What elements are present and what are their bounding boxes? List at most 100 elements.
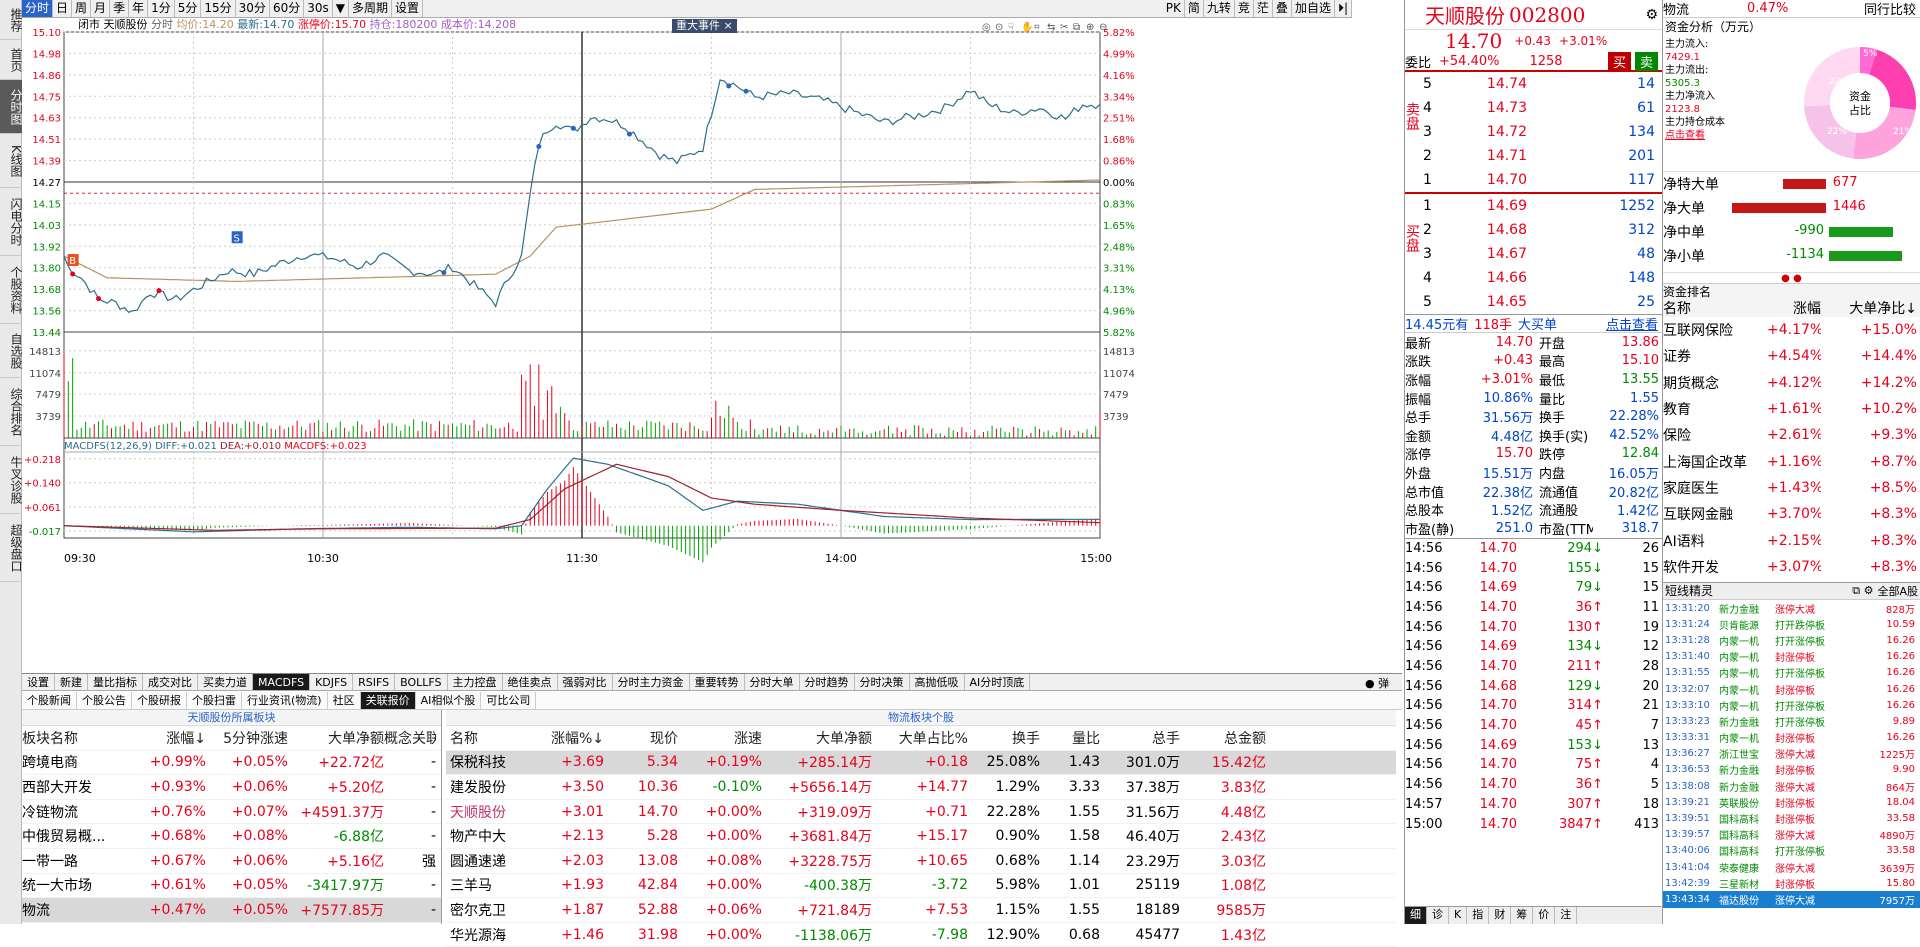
sprite-row[interactable]: 13:38:08 新力金融 涨停大减 864万 <box>1663 778 1920 794</box>
period-5[interactable]: 年 <box>129 0 149 17</box>
info-tab-4[interactable]: 行业资讯(物流) <box>242 692 328 709</box>
quote-bottom-tab-3[interactable]: 指 <box>1467 907 1490 924</box>
stock-row[interactable]: 天顺股份 +3.01 14.70 +0.00% +319.09万 +0.71 22.28% 1… <box>446 800 1396 825</box>
intraday-chart[interactable]: 15.10 5.82% 14.98 4.99% 14.86 4.16% 14.75 3.34%… <box>22 18 1352 670</box>
quote-bottom-tab-2[interactable]: K <box>1449 907 1468 924</box>
indicator-tab-3[interactable]: 成交对比 <box>143 674 198 690</box>
sector-row[interactable]: 冷链物流 +0.76% +0.07% +4591.37万 - <box>22 800 441 825</box>
period-1[interactable]: 日 <box>53 0 73 17</box>
rank-header[interactable]: 大单净比↓ <box>1849 301 1917 317</box>
close-icon[interactable]: × <box>723 19 733 32</box>
indicator-tab-13[interactable]: 重要转势 <box>690 674 745 690</box>
indicator-tab-12[interactable]: 分时主力资金 <box>613 674 690 690</box>
rank-row[interactable]: AI语料 +2.15% +8.3% <box>1663 527 1920 553</box>
stocks-header[interactable]: 大单占比% <box>898 730 968 747</box>
stocks-header[interactable]: 现价 <box>650 730 678 747</box>
sector-row[interactable]: 统一大市场 +0.61% +0.05% -3417.97万 - <box>22 874 441 899</box>
info-tab-7[interactable]: AI相似个股 <box>416 692 482 709</box>
left-tab-8[interactable]: 牛叉诊股 <box>0 446 23 514</box>
info-tab-1[interactable]: 个股公告 <box>77 692 132 709</box>
left-tab-2[interactable]: 分时图 <box>0 80 23 134</box>
indicator-tab-7[interactable]: RSIFS <box>353 674 396 690</box>
toolbar-right-2[interactable]: 九转 <box>1204 0 1235 17</box>
quote-bottom-tab-5[interactable]: 筹 <box>1511 907 1534 924</box>
ask-row[interactable]: 2 14.71 201 <box>1405 144 1662 168</box>
info-tab-6[interactable]: 关联报价 <box>360 692 416 709</box>
left-tab-6[interactable]: 自选股 <box>0 324 23 378</box>
sprite-row[interactable]: 13:40:06 国科高科 打开涨停板 33.58 <box>1663 843 1920 859</box>
period-3[interactable]: 月 <box>91 0 111 17</box>
sprite-row[interactable]: 13:36:27 浙江世宝 涨停大减 1225万 <box>1663 746 1920 762</box>
period-0[interactable]: 分时 <box>22 0 54 17</box>
toolbar-right-3[interactable]: 竞 <box>1235 0 1254 17</box>
toolbar-right-5[interactable]: 叠 <box>1273 0 1292 17</box>
indicator-tab-6[interactable]: KDJFS <box>310 674 354 690</box>
multi-period-button[interactable]: 多周期 <box>349 0 392 17</box>
left-tab-9[interactable]: 超级盘口 <box>0 514 23 582</box>
bid-row[interactable]: 1 14.69 1252 <box>1405 194 1662 218</box>
quote-bottom-tab-7[interactable]: 注 <box>1555 907 1578 924</box>
sprite-row[interactable]: 13:31:40 内蒙一机 封涨停板 16.26 <box>1663 649 1920 665</box>
rank-row[interactable]: 证券 +4.54% +14.4% <box>1663 343 1920 369</box>
popup-toggle[interactable]: ● 弹 <box>1365 677 1390 690</box>
rank-row[interactable]: 上海国企改革 +1.16% +8.7% <box>1663 448 1920 474</box>
left-tab-1[interactable]: 首页 <box>0 40 23 80</box>
sprite-row[interactable]: 13:31:55 内蒙一机 打开涨停板 16.26 <box>1663 665 1920 681</box>
rank-row[interactable]: 期货概念 +4.12% +14.2% <box>1663 370 1920 396</box>
sell-button[interactable]: 卖 <box>1634 51 1658 71</box>
bid-row[interactable]: 3 14.67 48 <box>1405 242 1662 266</box>
sprite-row[interactable]: 13:39:51 国科高科 封涨停板 33.58 <box>1663 810 1920 826</box>
ask-row[interactable]: 4 14.73 61 <box>1405 96 1662 120</box>
sector-row[interactable]: 物流 +0.47% +0.05% +7577.85万 - <box>22 898 441 923</box>
big-buy-link[interactable]: 点击查看 <box>1605 318 1658 333</box>
sprite-row[interactable]: 13:32:07 内蒙一机 封涨停板 16.26 <box>1663 681 1920 697</box>
sprite-row[interactable]: 13:33:10 内蒙一机 打开涨停板 16.26 <box>1663 697 1920 713</box>
peer-compare-link[interactable]: 同行比较 <box>1863 3 1916 18</box>
ask-row[interactable]: 3 14.72 134 <box>1405 120 1662 144</box>
left-tab-5[interactable]: 个股资料 <box>0 256 23 324</box>
sector-row[interactable]: 跨境电商 +0.99% +0.05% +22.72亿 - <box>22 751 441 776</box>
period-9[interactable]: 30分 <box>236 0 270 17</box>
indicator-tab-11[interactable]: 强弱对比 <box>558 674 613 690</box>
stocks-header[interactable]: 总金额 <box>1224 730 1266 747</box>
period-7[interactable]: 5分 <box>175 0 202 17</box>
stocks-header[interactable]: 涨速 <box>734 730 762 747</box>
indicator-tab-18[interactable]: AI分时顶底 <box>965 674 1031 690</box>
sprite-icons[interactable]: ⧉ ⚙ <box>1852 583 1874 597</box>
bid-row[interactable]: 4 14.66 148 <box>1405 266 1662 290</box>
sprite-row[interactable]: 13:41:04 荣泰健康 涨停大减 3639万 <box>1663 859 1920 875</box>
info-tab-5[interactable]: 社区 <box>328 692 361 709</box>
sprite-filter-select[interactable]: 全部A股 <box>1877 584 1918 598</box>
stocks-header[interactable]: 名称 <box>450 730 478 747</box>
info-tab-2[interactable]: 个股研报 <box>132 692 187 709</box>
period-8[interactable]: 15分 <box>201 0 236 17</box>
stock-row[interactable]: 华光源海 +1.46 31.98 +0.00% -1138.06万 -7.98 12.90%… <box>446 923 1396 947</box>
chevron-down-icon[interactable]: ▼ <box>333 0 349 17</box>
stocks-header[interactable]: 总手 <box>1152 730 1180 747</box>
rank-header[interactable]: 涨幅 <box>1793 301 1821 317</box>
sector-header[interactable]: 概念关联 <box>384 730 436 747</box>
sector-row[interactable]: 一带一路 +0.67% +0.06% +5.16亿 强 <box>22 849 441 874</box>
sector-header[interactable]: 5分钟涨速 <box>223 730 288 747</box>
quote-bottom-tab-6[interactable]: 价 <box>1533 907 1556 924</box>
toolbar-right-4[interactable]: 茫 <box>1254 0 1273 17</box>
indicator-tab-0[interactable]: 设置 <box>22 674 55 690</box>
sector-row[interactable]: 中俄贸易概... +0.68% +0.08% -6.88亿 - <box>22 824 441 849</box>
stocks-header[interactable]: 量比 <box>1072 730 1100 747</box>
indicator-tab-10[interactable]: 绝佳卖点 <box>503 674 558 690</box>
indicator-tab-16[interactable]: 分时决策 <box>855 674 910 690</box>
sprite-row[interactable]: 13:39:57 国科高科 涨停大减 4890万 <box>1663 827 1920 843</box>
info-tab-3[interactable]: 个股扫雷 <box>187 692 242 709</box>
rank-row[interactable]: 教育 +1.61% +10.2% <box>1663 396 1920 422</box>
period-4[interactable]: 季 <box>110 0 130 17</box>
ask-row[interactable]: 1 14.70 117 <box>1405 168 1662 192</box>
quote-bottom-tab-0[interactable]: 细 <box>1405 907 1427 924</box>
chart-canvas[interactable]: 15.10 5.82% 14.98 4.99% 14.86 4.16% 14.75 3.34%… <box>22 18 1352 670</box>
period-10[interactable]: 60分 <box>270 0 305 17</box>
main-cost-link[interactable]: 点击查看 <box>1665 130 1705 141</box>
stock-row[interactable]: 建发股份 +3.50 10.36 -0.10% +5656.14万 +14.77 1.29%… <box>446 775 1396 800</box>
rank-row[interactable]: 软件开发 +3.07% +8.3% <box>1663 554 1920 580</box>
indicator-tab-4[interactable]: 买卖力道 <box>198 674 253 690</box>
stock-row[interactable]: 物产中大 +2.13 5.28 +0.00% +3681.84万 +15.17 0.90% 1… <box>446 824 1396 849</box>
indicator-tab-5[interactable]: MACDFS <box>253 674 311 690</box>
